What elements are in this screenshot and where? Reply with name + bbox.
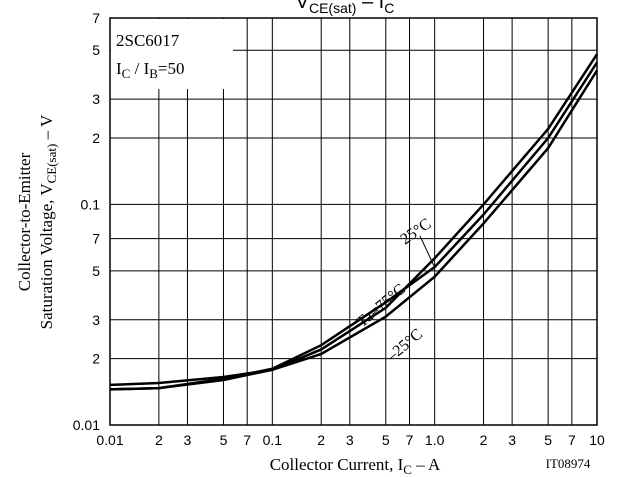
y-tick-label: 0.1 xyxy=(81,196,101,212)
curve-label: 25°C xyxy=(398,215,435,248)
x-tick-label: 2 xyxy=(480,432,488,448)
y-tick-label: 5 xyxy=(92,263,100,279)
x-tick-label: 2 xyxy=(317,432,325,448)
title-part: C xyxy=(384,0,394,16)
y-tick-label: 3 xyxy=(92,91,100,107)
x-tick-label: 3 xyxy=(508,432,516,448)
label-part: C xyxy=(403,462,412,477)
label-part: – V xyxy=(37,114,56,144)
annotation-part: B xyxy=(149,66,158,81)
y-tick-label: 2 xyxy=(92,130,100,146)
x-tick-label: 3 xyxy=(346,432,354,448)
x-tick-label: 7 xyxy=(568,432,576,448)
y-tick-label: 7 xyxy=(92,10,100,26)
x-tick-label: 2 xyxy=(155,432,163,448)
chart-title: VCE(sat) – IC xyxy=(296,0,395,16)
x-tick-label: 3 xyxy=(184,432,192,448)
curve xyxy=(109,61,599,391)
x-axis-label: Collector Current, IC – A xyxy=(270,455,441,477)
x-tick-label: 10 xyxy=(589,432,605,448)
title-part: CE(sat) xyxy=(309,0,356,16)
plot-frame xyxy=(109,17,598,426)
annotation: 2SC6017 xyxy=(116,31,180,50)
label-part: Saturation Voltage, V xyxy=(37,183,56,330)
y-axis-label: Collector-to-Emitter xyxy=(15,152,34,291)
label-arrow xyxy=(419,235,436,269)
annotation-part: I xyxy=(116,59,122,78)
annotation-part: / I xyxy=(130,59,149,78)
x-tick-label: 7 xyxy=(243,432,251,448)
y-tick-label: 5 xyxy=(92,42,100,58)
curve-label: –25°C xyxy=(383,326,426,366)
curve xyxy=(109,69,599,387)
label-part: CE(sat) xyxy=(44,144,59,184)
curve xyxy=(109,53,599,391)
x-tick-label: 5 xyxy=(220,432,228,448)
y-tick-label: 3 xyxy=(92,312,100,328)
title-part: – I xyxy=(356,0,384,13)
x-tick-label: 5 xyxy=(544,432,552,448)
y-tick-label: 7 xyxy=(92,231,100,247)
label-part: – A xyxy=(412,455,441,474)
x-tick-label: 7 xyxy=(406,432,414,448)
annotation-box xyxy=(111,19,233,89)
x-tick-label: 5 xyxy=(382,432,390,448)
title-part: V xyxy=(296,0,310,13)
x-tick-label: 0.01 xyxy=(96,432,123,448)
figure-code: IT08974 xyxy=(546,456,591,471)
annotation: IC / IB=50 xyxy=(116,59,185,81)
y-tick-label: 2 xyxy=(92,351,100,367)
annotation-part: C xyxy=(122,66,131,81)
y-tick-label: 0.01 xyxy=(73,417,100,433)
x-tick-label: 1.0 xyxy=(425,432,445,448)
label-part: Collector Current, I xyxy=(270,455,404,474)
x-tick-label: 0.1 xyxy=(263,432,283,448)
annotation-part: =50 xyxy=(158,59,185,78)
y-axis-label: Saturation Voltage, VCE(sat) – V xyxy=(37,114,59,329)
